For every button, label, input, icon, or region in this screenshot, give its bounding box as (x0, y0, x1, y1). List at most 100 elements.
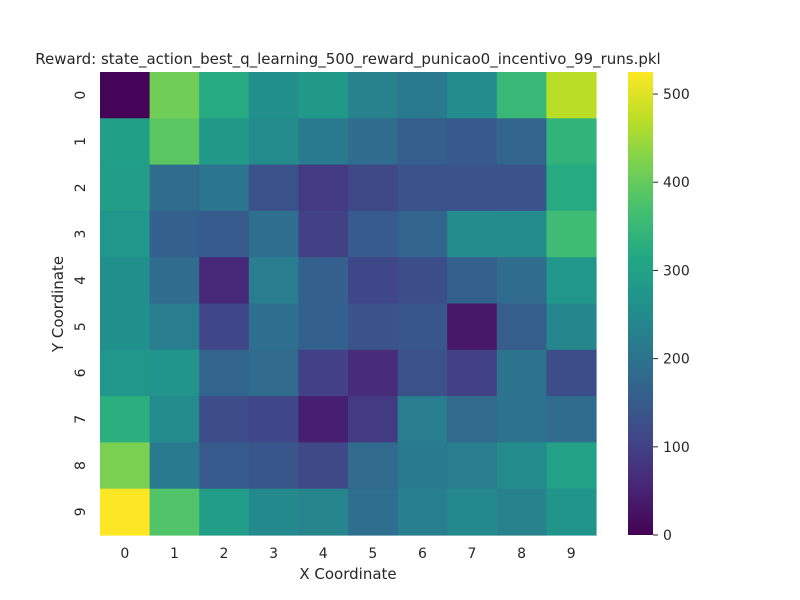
x-tick-label: 4 (319, 546, 328, 562)
heatmap-cell-3-5 (348, 210, 399, 258)
colorbar-tick-label: 100 (663, 440, 690, 456)
heatmap-cell-1-6 (397, 118, 448, 166)
x-tick-label: 5 (368, 546, 377, 562)
colorbar-ticks: 0 100 200 300 400 500 (653, 87, 690, 544)
heatmap-cell-1-3 (248, 118, 299, 166)
x-tick-label: 0 (120, 546, 129, 562)
x-tick-label: 2 (220, 546, 229, 562)
heatmap-cell-2-6 (397, 164, 448, 212)
y-tick-label: 9 (73, 507, 89, 516)
heatmap-cell-5-7 (447, 303, 498, 351)
heatmap-cell-5-4 (298, 303, 349, 351)
heatmap-cell-0-8 (496, 72, 547, 119)
heatmap-cell-4-0 (100, 257, 151, 305)
heatmap-cell-7-9 (546, 396, 597, 443)
heatmap-cell-9-1 (149, 488, 200, 536)
heatmap-cells (100, 72, 597, 536)
heatmap-cell-6-8 (496, 349, 547, 397)
y-tick-label: 1 (73, 137, 89, 146)
y-tick-label: 5 (73, 322, 89, 331)
y-tick-label: 3 (73, 230, 89, 239)
heatmap-cell-7-4 (298, 396, 349, 443)
heatmap-cell-8-4 (298, 442, 349, 490)
heatmap-cell-2-8 (496, 164, 547, 212)
heatmap-cell-8-2 (199, 442, 250, 490)
heatmap-cell-5-0 (100, 303, 151, 351)
heatmap-cell-0-0 (100, 72, 151, 119)
heatmap-cell-3-0 (100, 210, 151, 258)
heatmap-cell-9-7 (447, 488, 498, 536)
heatmap-cell-2-7 (447, 164, 498, 212)
heatmap-cell-1-8 (496, 118, 547, 166)
y-tick-label: 8 (73, 461, 89, 470)
x-axis-ticks: 0 1 2 3 4 5 6 7 8 9 (120, 546, 575, 562)
heatmap-cell-3-4 (298, 210, 349, 258)
x-tick-label: 7 (468, 546, 477, 562)
heatmap-cell-7-1 (149, 396, 200, 443)
heatmap-cell-7-6 (397, 396, 448, 443)
heatmap-cell-2-4 (298, 164, 349, 212)
y-tick-label: 7 (73, 415, 89, 424)
heatmap-cell-6-5 (348, 349, 399, 397)
y-tick-label: 0 (73, 91, 89, 100)
heatmap-cell-4-3 (248, 257, 299, 305)
heatmap-cell-0-3 (248, 72, 299, 119)
heatmap-cell-8-9 (546, 442, 597, 490)
heatmap-cell-9-5 (348, 488, 399, 536)
x-tick-label: 6 (418, 546, 427, 562)
y-tick-label: 2 (73, 183, 89, 192)
x-tick-label: 9 (567, 546, 576, 562)
heatmap-cell-5-3 (248, 303, 299, 351)
heatmap-cell-4-4 (298, 257, 349, 305)
heatmap-cell-9-2 (199, 488, 250, 536)
heatmap-cell-3-8 (496, 210, 547, 258)
heatmap-cell-9-8 (496, 488, 547, 536)
heatmap-cell-9-9 (546, 488, 597, 536)
heatmap-cell-6-7 (447, 349, 498, 397)
heatmap-cell-4-9 (546, 257, 597, 305)
heatmap-cell-8-7 (447, 442, 498, 490)
x-tick-label: 8 (517, 546, 526, 562)
heatmap-cell-7-5 (348, 396, 399, 443)
heatmap-cell-6-4 (298, 349, 349, 397)
heatmap-cell-3-7 (447, 210, 498, 258)
heatmap-cell-6-1 (149, 349, 200, 397)
heatmap-cell-2-3 (248, 164, 299, 212)
heatmap-cell-5-8 (496, 303, 547, 351)
heatmap-cell-1-1 (149, 118, 200, 166)
x-tick-label: 1 (170, 546, 179, 562)
heatmap-cell-1-2 (199, 118, 250, 166)
colorbar (628, 72, 653, 535)
colorbar-tick-label: 500 (663, 87, 690, 103)
y-axis-ticks: 0 1 2 3 4 5 6 7 8 9 (73, 91, 89, 517)
x-tick-label: 3 (269, 546, 278, 562)
colorbar-tick-label: 200 (663, 352, 690, 368)
heatmap-cell-9-4 (298, 488, 349, 536)
heatmap-cell-3-9 (546, 210, 597, 258)
heatmap-cell-7-0 (100, 396, 151, 443)
heatmap-cell-2-2 (199, 164, 250, 212)
y-axis-label: Y Coordinate (49, 256, 67, 353)
heatmap-cell-0-9 (546, 72, 597, 119)
y-tick-label: 6 (73, 368, 89, 377)
heatmap-cell-9-6 (397, 488, 448, 536)
heatmap-cell-2-9 (546, 164, 597, 212)
heatmap-cell-5-2 (199, 303, 250, 351)
heatmap-cell-6-0 (100, 349, 151, 397)
heatmap-cell-8-3 (248, 442, 299, 490)
colorbar-tick-label: 300 (663, 263, 690, 279)
heatmap-cell-7-3 (248, 396, 299, 443)
heatmap-cell-3-3 (248, 210, 299, 258)
heatmap-cell-6-2 (199, 349, 250, 397)
heatmap-cell-4-2 (199, 257, 250, 305)
heatmap-cell-1-5 (348, 118, 399, 166)
heatmap-cell-8-5 (348, 442, 399, 490)
heatmap-cell-5-9 (546, 303, 597, 351)
heatmap-cell-3-6 (397, 210, 448, 258)
x-axis-label: X Coordinate (299, 565, 396, 583)
heatmap-cell-4-8 (496, 257, 547, 305)
heatmap-cell-1-9 (546, 118, 597, 166)
heatmap-cell-8-0 (100, 442, 151, 490)
heatmap-cell-4-6 (397, 257, 448, 305)
